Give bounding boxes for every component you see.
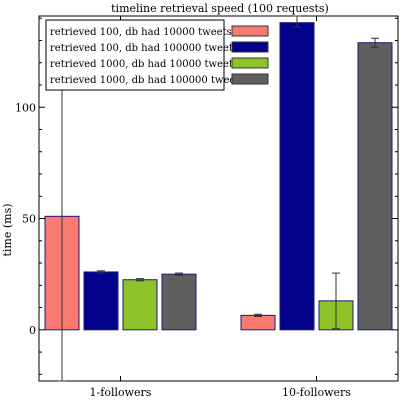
bar-series4-1-followers (162, 274, 196, 330)
legend-label-3: retrieved 1000, db had 10000 tweets (50, 59, 238, 70)
chart-title: timeline retrieval speed (100 requests) (111, 2, 329, 15)
legend-swatch-4 (232, 74, 268, 84)
bar-series2-1-followers (84, 272, 118, 330)
y-tick-label-0: 0 (29, 324, 36, 337)
legend-swatch-1 (232, 26, 268, 36)
legend-label-2: retrieved 100, db had 100000 tweets (50, 43, 238, 54)
x-tick-label-10-followers: 10-followers (282, 386, 351, 399)
y-tick-label-100: 100 (15, 101, 36, 114)
legend-label-1: retrieved 100, db had 10000 tweets (50, 27, 232, 38)
bar-series4-10-followers (358, 43, 392, 330)
bar-series2-10-followers (280, 23, 314, 330)
legend-swatch-2 (232, 42, 268, 52)
legend-label-4: retrieved 1000, db had 100000 tweets (50, 75, 244, 86)
x-tick-label-1-followers: 1-followers (90, 386, 152, 399)
bar-series1-10-followers (241, 315, 275, 329)
y-axis-label: time (ms) (1, 203, 14, 256)
legend-swatch-3 (232, 58, 268, 68)
bar-series3-1-followers (123, 280, 157, 330)
legend: retrieved 100, db had 10000 tweets retrie… (46, 20, 268, 90)
y-tick-label-50: 50 (22, 213, 36, 226)
